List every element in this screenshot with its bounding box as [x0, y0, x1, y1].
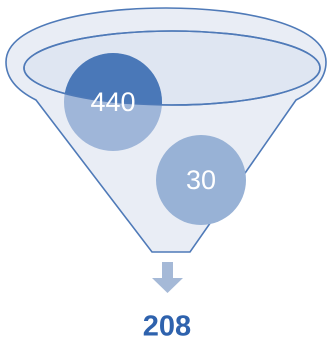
funnel-output-value: 208 [143, 311, 191, 343]
input-circle-1-label: 440 [90, 87, 135, 117]
down-arrow-icon [152, 262, 183, 293]
input-circle-2 [156, 135, 246, 225]
input-circle-2-label: 30 [186, 165, 216, 195]
funnel-rim-outline [23, 30, 321, 106]
